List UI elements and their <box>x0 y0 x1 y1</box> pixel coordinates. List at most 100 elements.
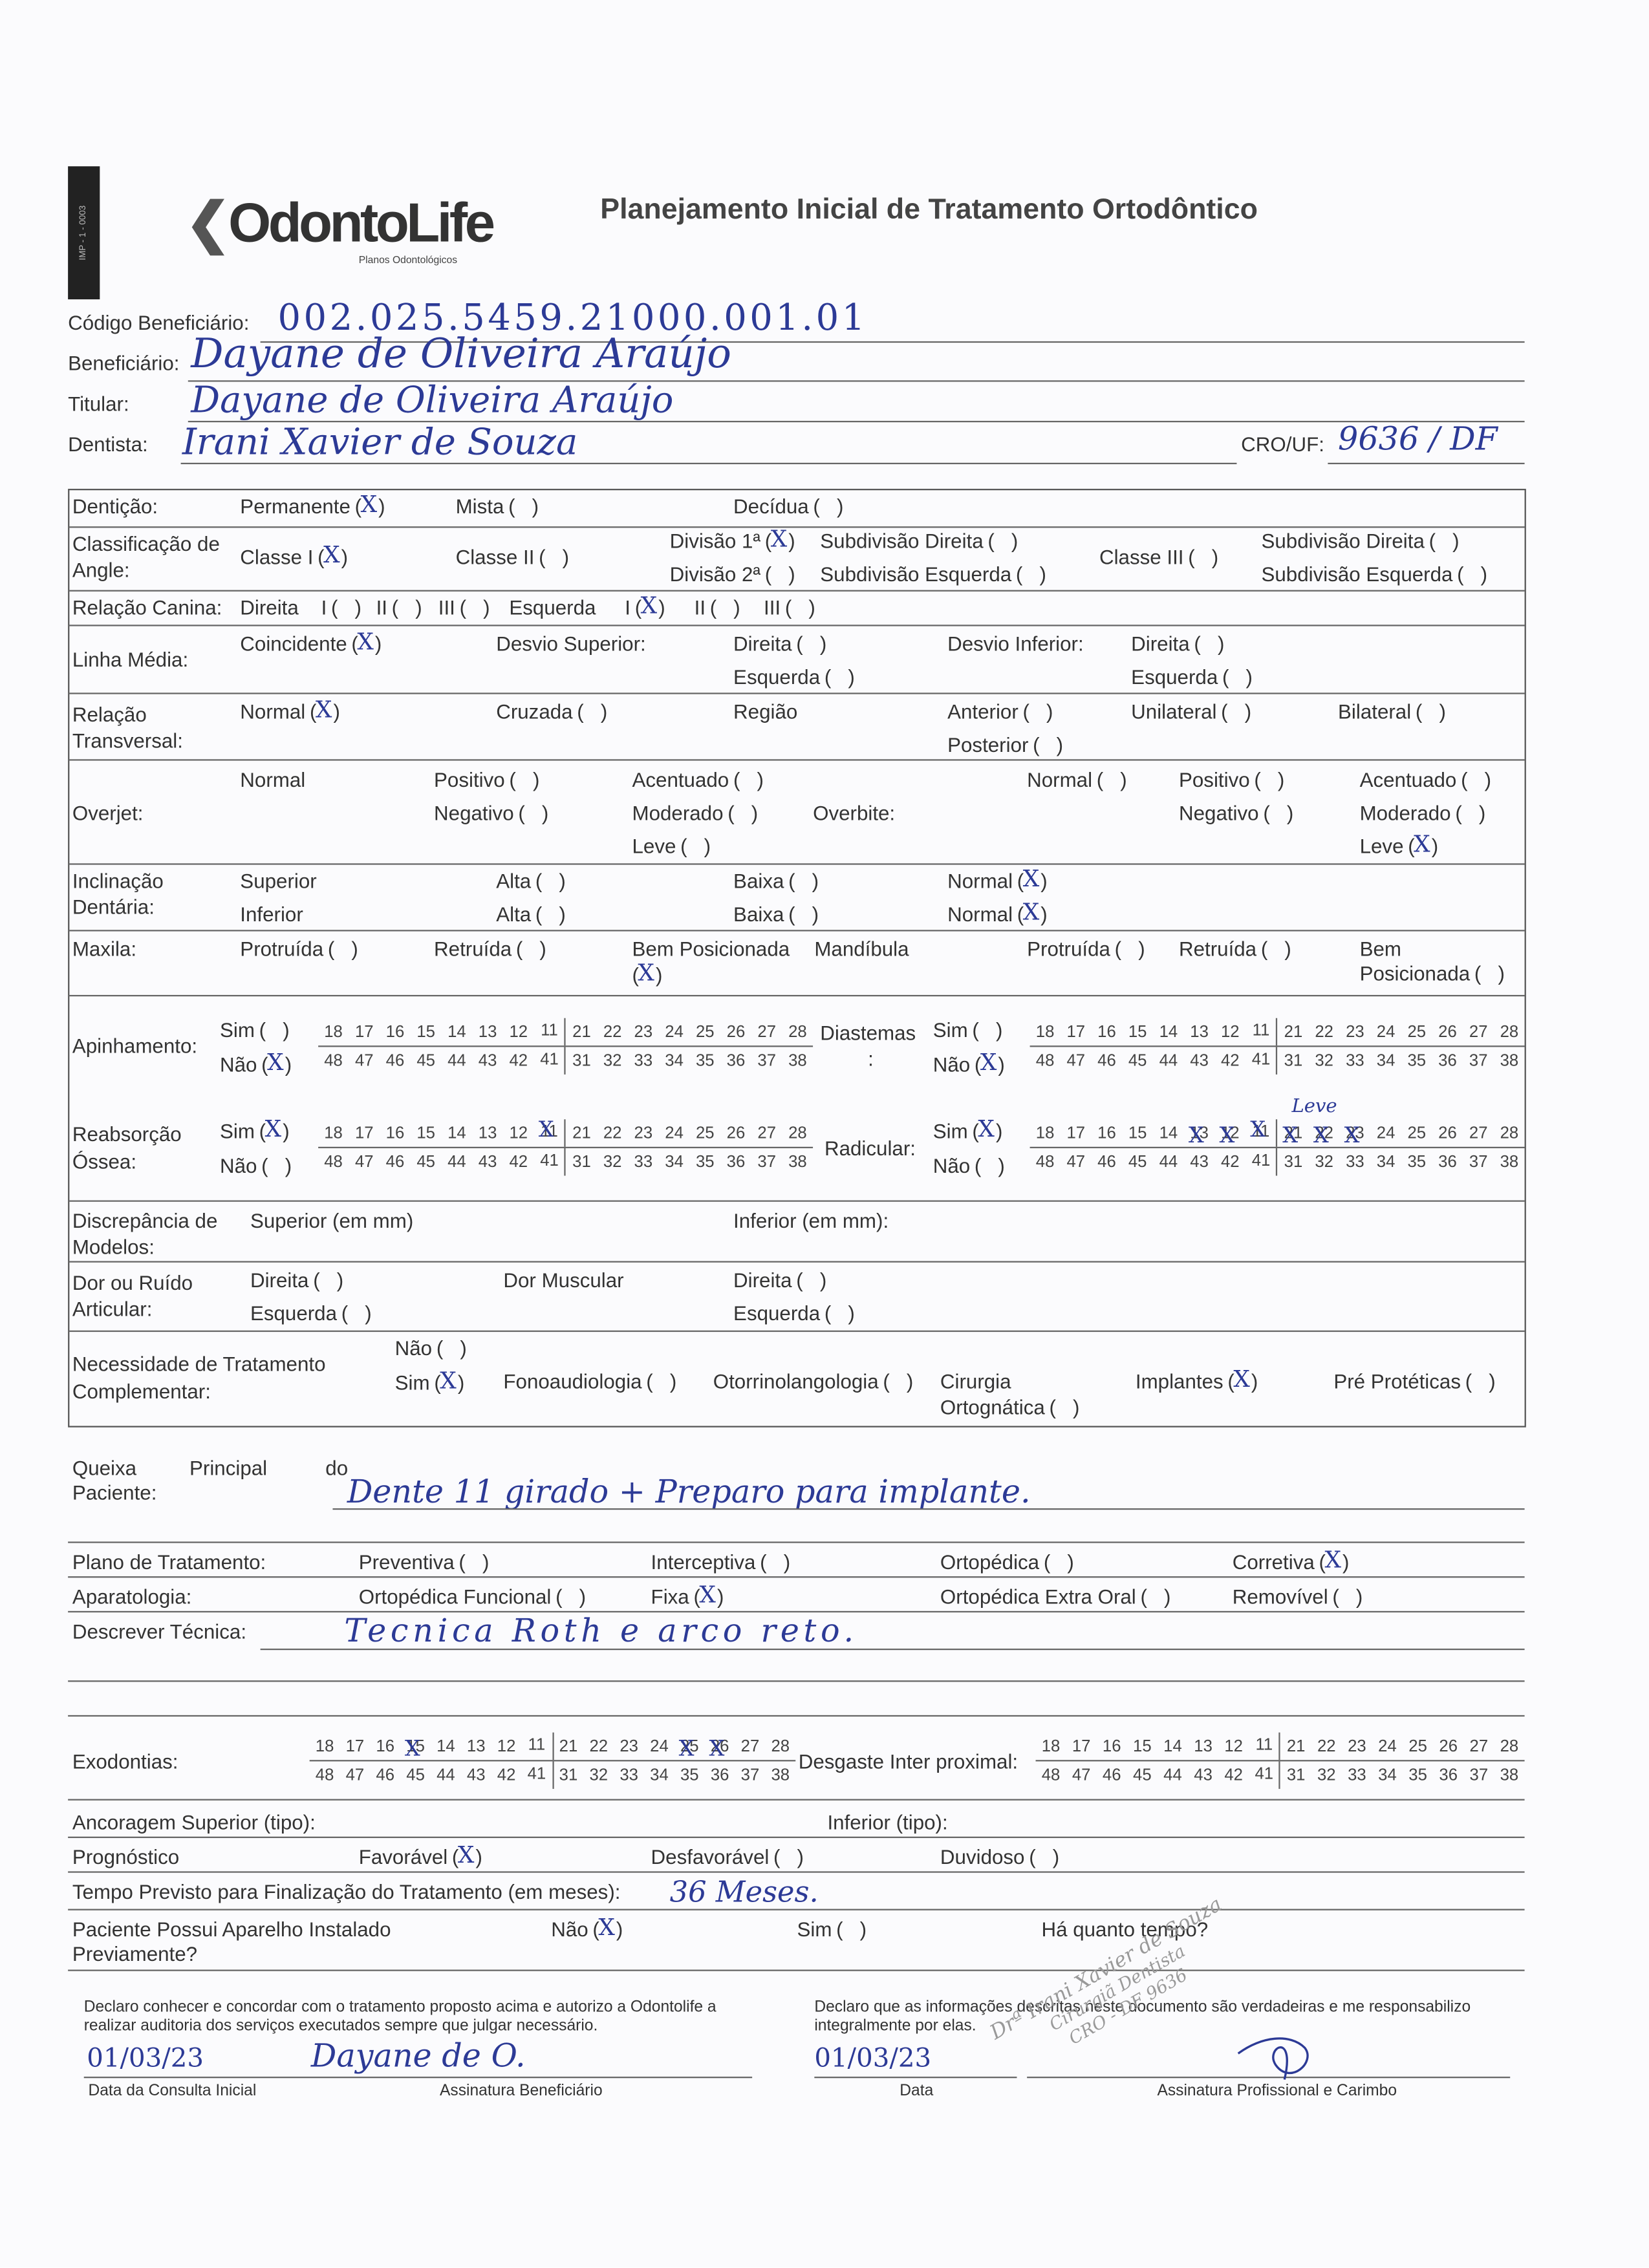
tooth-12[interactable]: 12 <box>497 1737 516 1755</box>
tooth-23[interactable]: 23 <box>620 1737 638 1755</box>
tooth-11[interactable]: 11 X <box>534 1117 566 1147</box>
checkbox[interactable]: ( )X <box>261 1048 292 1076</box>
checkbox[interactable]: ( )X <box>1140 1585 1171 1609</box>
anchorage-upper[interactable]: Ancoragem Superior (tipo): <box>72 1810 316 1834</box>
tooth-41[interactable]: 41 <box>1249 1761 1281 1789</box>
tooth-27[interactable]: 27 <box>757 1023 777 1041</box>
tooth-18[interactable]: 18 <box>324 1023 343 1041</box>
tooth-45[interactable]: 45 <box>1128 1052 1147 1070</box>
checkbox[interactable]: ( )X <box>515 937 546 961</box>
tooth-48[interactable]: 48 <box>324 1052 343 1070</box>
option-bone-yes[interactable]: Sim( ) X <box>220 1115 290 1142</box>
tooth-18[interactable]: 18 <box>1035 1023 1055 1041</box>
tooth-23[interactable]: 23 <box>634 1124 653 1142</box>
option-tmj-left[interactable]: Esquerda( )X <box>250 1301 372 1325</box>
checkbox[interactable]: ( )X <box>1022 700 1053 723</box>
option-division-1[interactable]: Divisão 1ª( ) X <box>670 525 795 552</box>
duration-value[interactable]: 36 Meses. <box>669 1874 819 1909</box>
tooth-43[interactable]: 43 <box>478 1052 497 1070</box>
tooth-16[interactable]: 16 <box>1102 1737 1121 1755</box>
anchorage-lower[interactable]: Inferior (tipo): <box>827 1810 948 1834</box>
checkbox[interactable]: ( )X <box>764 562 795 586</box>
tooth-25[interactable]: 25 <box>1407 1023 1427 1041</box>
tooth-37[interactable]: 37 <box>1469 1766 1489 1784</box>
checkbox[interactable]: ( )X <box>824 665 855 689</box>
tooth-25[interactable]: 25 <box>1408 1737 1427 1755</box>
consult-date[interactable]: 01/03/23 <box>87 2043 204 2074</box>
checkbox[interactable]: ( )X <box>1455 801 1486 824</box>
checkbox[interactable]: ( )X <box>1428 529 1460 553</box>
option-upper-dev-right[interactable]: Direita( )X <box>733 632 826 655</box>
tooth-26[interactable]: 26 <box>1439 1737 1458 1755</box>
tooth-15[interactable]: 15 X <box>404 1735 425 1761</box>
checkbox[interactable]: ( )X <box>1260 937 1291 961</box>
tooth-16[interactable]: 16 <box>1097 1124 1116 1142</box>
option-interceptive[interactable]: Interceptiva( )X <box>651 1550 791 1574</box>
option-tmj-right[interactable]: Direita( )X <box>250 1268 343 1292</box>
option-bone-no[interactable]: Não( )X <box>220 1154 292 1177</box>
checkbox[interactable]: ( )X <box>330 595 361 619</box>
option-transverse-normal[interactable]: Normal( ) X <box>240 696 340 723</box>
option-canine-left-3[interactable]: III( )X <box>764 596 815 619</box>
tooth-44[interactable]: 44 <box>1163 1766 1182 1784</box>
option-bilateral[interactable]: Bilateral( )X <box>1338 700 1446 723</box>
checkbox[interactable]: ( )X <box>327 937 358 961</box>
tooth-32[interactable]: 32 <box>603 1052 622 1070</box>
tooth-46[interactable]: 46 <box>376 1766 395 1784</box>
tooth-33[interactable]: 33 <box>634 1153 653 1171</box>
checkbox[interactable]: ( )X <box>518 801 549 824</box>
option-unfavorable[interactable]: Desfavorável( )X <box>651 1845 804 1868</box>
option-preventive[interactable]: Preventiva( )X <box>359 1550 490 1574</box>
discrepancy-upper[interactable]: Superior (em mm) <box>250 1208 414 1232</box>
tooth-14[interactable]: 14 <box>1163 1737 1182 1755</box>
tooth-32[interactable]: 32 <box>589 1766 609 1784</box>
option-removable[interactable]: Removível( )X <box>1233 1585 1363 1609</box>
tooth-16[interactable]: 16 <box>1097 1023 1116 1041</box>
option-pre-prosthetic[interactable]: Pré Protéticas( )X <box>1333 1369 1495 1393</box>
tooth-45[interactable]: 45 <box>416 1052 435 1070</box>
checkbox[interactable]: ( )X <box>634 591 665 619</box>
tooth-14[interactable]: 14 <box>1159 1124 1178 1142</box>
tooth-43[interactable]: 43 <box>478 1153 497 1171</box>
tooth-31[interactable]: 31 <box>1284 1153 1303 1171</box>
checkbox[interactable]: ( )X <box>509 767 540 791</box>
tooth-34[interactable]: 34 <box>665 1052 684 1070</box>
checkbox[interactable]: ( )X <box>632 958 663 987</box>
checkbox[interactable]: ( )X <box>788 869 819 893</box>
tooth-37[interactable]: 37 <box>757 1153 777 1171</box>
tooth-38[interactable]: 38 <box>771 1766 790 1784</box>
tooth-14[interactable]: 14 <box>436 1737 455 1755</box>
option-upper-high[interactable]: Alta( )X <box>496 869 566 892</box>
tooth-28[interactable]: 28 <box>771 1737 790 1755</box>
checkbox[interactable]: ( )X <box>680 834 711 858</box>
tooth-28[interactable]: 28 <box>788 1124 807 1142</box>
checkbox[interactable]: ( )X <box>459 595 490 619</box>
tooth-45[interactable]: 45 <box>1128 1153 1147 1171</box>
cro-value[interactable]: 9636 / DF <box>1338 422 1498 459</box>
tooth-45[interactable]: 45 <box>1133 1766 1152 1784</box>
tooth-12[interactable]: 12 <box>1220 1023 1240 1041</box>
tooth-21[interactable]: 21 <box>559 1737 578 1755</box>
tooth-25[interactable]: 25 X <box>678 1735 699 1761</box>
option-lower-dev-left[interactable]: Esquerda( )X <box>1131 665 1253 689</box>
option-lower-normal[interactable]: Normal( ) X <box>947 898 1048 925</box>
checkbox[interactable]: ( )X <box>354 490 385 518</box>
checkbox[interactable]: ( )X <box>391 595 422 619</box>
tooth-23[interactable]: 23 <box>634 1023 653 1041</box>
tooth-34[interactable]: 34 <box>1376 1052 1396 1070</box>
option-diastema-yes[interactable]: Sim( )X <box>933 1018 1003 1042</box>
tooth-34[interactable]: 34 <box>650 1766 669 1784</box>
tooth-41[interactable]: 41 <box>522 1761 554 1789</box>
tooth-47[interactable]: 47 <box>1072 1766 1091 1784</box>
checkbox[interactable]: ( )X <box>1408 829 1439 858</box>
checkbox[interactable]: ( )X <box>987 529 1018 553</box>
option-overjet-negative[interactable]: Negativo( )X <box>434 801 548 824</box>
option-mandible-retruded[interactable]: Retruída( )X <box>1179 937 1291 960</box>
tooth-38[interactable]: 38 <box>788 1052 807 1070</box>
tooth-15[interactable]: 15 <box>1128 1023 1147 1041</box>
option-upper-dev-left[interactable]: Esquerda( )X <box>733 665 855 689</box>
tooth-22[interactable]: 22 <box>603 1023 622 1041</box>
option-subdivision-right[interactable]: Subdivisão Direita( )X <box>820 530 1018 553</box>
tooth-43[interactable]: 43 <box>1190 1153 1209 1171</box>
tooth-45[interactable]: 45 <box>416 1153 435 1171</box>
